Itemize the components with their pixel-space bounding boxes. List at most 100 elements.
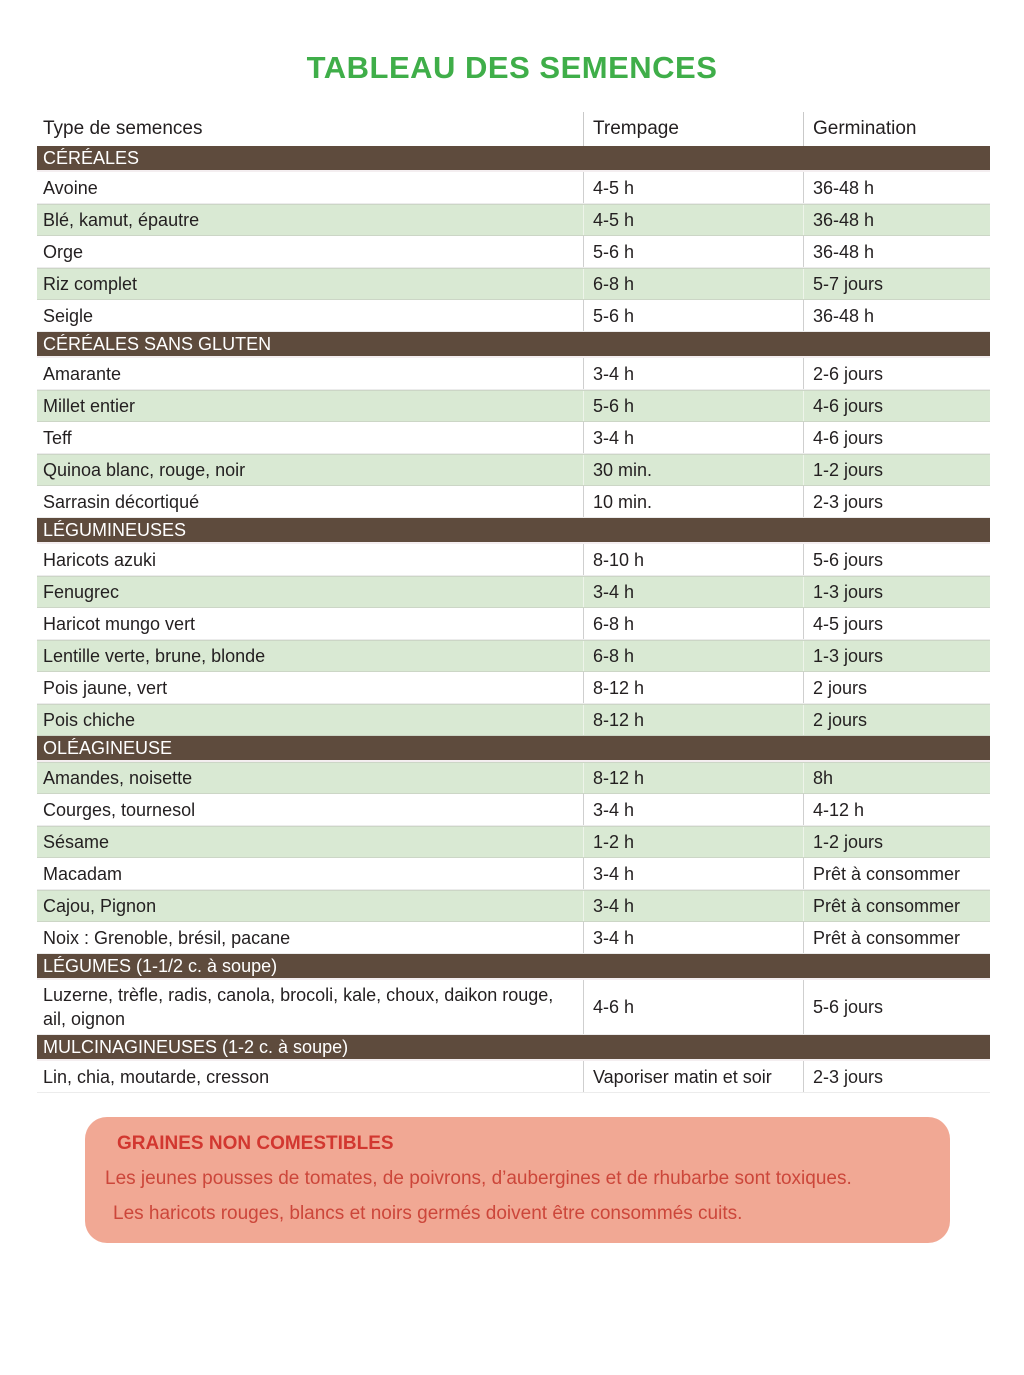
row-seed-type: Luzerne, trèfle, radis, canola, brocoli,…: [43, 985, 554, 1029]
row-soaking-time: 3-4 h: [583, 422, 803, 453]
row-soaking-time: 6-8 h: [583, 269, 803, 299]
table-body: CÉRÉALES Avoine 4-5 h 36-48 h Blé, kamut, ép…: [37, 146, 990, 1093]
warning-box: GRAINES NON COMESTIBLES Les jeunes pouss…: [85, 1117, 950, 1243]
row-seed-type: Cajou, Pignon: [43, 896, 157, 916]
table-row: Luzerne, trèfle, radis, canola, brocoli,…: [37, 980, 990, 1035]
section-header: CÉRÉALES SANS GLUTEN: [37, 332, 990, 358]
row-seed-type: Quinoa blanc, rouge, noir: [43, 460, 246, 480]
table-row: Millet entier 5-6 h 4-6 jours: [37, 390, 990, 422]
row-germination-time: 5-7 jours: [803, 269, 990, 299]
row-soaking-time: 1-2 h: [583, 827, 803, 857]
table-row: Cajou, Pignon 3-4 h Prêt à consommer: [37, 890, 990, 922]
page: TABLEAU DES SEMENCES Type de semences Tr…: [0, 50, 1024, 1375]
row-seed-type: Seigle: [43, 305, 94, 326]
row-seed-type: Blé, kamut, épautre: [43, 210, 200, 230]
row-seed-type: Millet entier: [43, 396, 136, 416]
section-header: OLÉAGINEUSE: [37, 736, 990, 762]
row-germination-time: 2 jours: [803, 672, 990, 703]
row-germination-time: 4-6 jours: [803, 422, 990, 453]
row-germination-time: 5-6 jours: [803, 980, 990, 1034]
table-row: Sésame 1-2 h 1-2 jours: [37, 826, 990, 858]
warning-title: GRAINES NON COMESTIBLES: [117, 1133, 394, 1154]
row-soaking-time: 8-10 h: [583, 544, 803, 575]
row-seed-type: Amandes, noisette: [43, 768, 193, 788]
row-seed-type: Sésame: [43, 832, 110, 852]
row-soaking-time: 8-12 h: [583, 705, 803, 735]
row-seed-type: Haricot mungo vert: [43, 613, 196, 634]
row-soaking-time: 4-5 h: [583, 205, 803, 235]
row-seed-type: Courges, tournesol: [43, 799, 196, 820]
section-header: CÉRÉALES: [37, 146, 990, 172]
row-germination-time: Prêt à consommer: [803, 858, 990, 889]
row-seed-type: Teff: [43, 427, 72, 448]
row-soaking-time: 3-4 h: [583, 858, 803, 889]
row-germination-time: 36-48 h: [803, 172, 990, 203]
column-header-germination: Germination: [803, 112, 990, 146]
row-germination-time: 1-3 jours: [803, 641, 990, 671]
table-row: Sarrasin décortiqué 10 min. 2-3 jours: [37, 486, 990, 518]
row-seed-type: Lin, chia, moutarde, cresson: [43, 1066, 270, 1087]
warning-line-2: Les haricots rouges, blancs et noirs ger…: [113, 1203, 743, 1224]
row-soaking-time: Vaporiser matin et soir: [583, 1061, 803, 1092]
page-title: TABLEAU DES SEMENCES: [306, 50, 718, 85]
row-soaking-time: 4-6 h: [583, 980, 803, 1034]
row-germination-time: Prêt à consommer: [803, 922, 990, 953]
row-seed-type: Riz complet: [43, 274, 138, 294]
table-row: Amarante 3-4 h 2-6 jours: [37, 358, 990, 390]
row-seed-type: Avoine: [43, 177, 98, 198]
section-header: LÉGUMES (1-1/2 c. à soupe): [37, 954, 990, 980]
row-germination-time: 2 jours: [803, 705, 990, 735]
table-row: Macadam 3-4 h Prêt à consommer: [37, 858, 990, 890]
row-germination-time: 36-48 h: [803, 300, 990, 331]
row-seed-type: Pois chiche: [43, 710, 136, 730]
row-soaking-time: 3-4 h: [583, 922, 803, 953]
table-row: Quinoa blanc, rouge, noir 30 min. 1-2 jour…: [37, 454, 990, 486]
table-row: Lin, chia, moutarde, cresson Vaporiser ma…: [37, 1061, 990, 1093]
warning-line-1: Les jeunes pousses de tomates, de poivro…: [105, 1168, 852, 1189]
row-seed-type: Lentille verte, brune, blonde: [43, 646, 266, 666]
row-soaking-time: 5-6 h: [583, 391, 803, 421]
row-soaking-time: 5-6 h: [583, 236, 803, 267]
row-germination-time: 1-3 jours: [803, 577, 990, 607]
table-header-row: Type de semences Trempage Germination: [37, 112, 990, 146]
row-soaking-time: 8-12 h: [583, 672, 803, 703]
row-germination-time: 4-12 h: [803, 794, 990, 825]
table-row: Courges, tournesol 3-4 h 4-12 h: [37, 794, 990, 826]
table-row: Teff 3-4 h 4-6 jours: [37, 422, 990, 454]
table-row: Noix : Grenoble, brésil, pacane 3-4 h Prêt…: [37, 922, 990, 954]
seed-table: Type de semences Trempage Germination CÉ…: [37, 112, 990, 1093]
section-header: MULCINAGINEUSES (1-2 c. à soupe): [37, 1035, 990, 1061]
row-soaking-time: 3-4 h: [583, 577, 803, 607]
row-soaking-time: 6-8 h: [583, 608, 803, 639]
table-row: Haricots azuki 8-10 h 5-6 jours: [37, 544, 990, 576]
row-soaking-time: 3-4 h: [583, 891, 803, 921]
section-header: LÉGUMINEUSES: [37, 518, 990, 544]
row-seed-type: Pois jaune, vert: [43, 677, 168, 698]
row-germination-time: 36-48 h: [803, 236, 990, 267]
row-seed-type: Amarante: [43, 363, 122, 384]
column-header-type: Type de semences: [43, 118, 203, 139]
row-soaking-time: 30 min.: [583, 455, 803, 485]
table-row: Blé, kamut, épautre 4-5 h 36-48 h: [37, 204, 990, 236]
row-germination-time: 2-3 jours: [803, 486, 990, 517]
row-soaking-time: 5-6 h: [583, 300, 803, 331]
row-germination-time: 4-6 jours: [803, 391, 990, 421]
table-row: Orge 5-6 h 36-48 h: [37, 236, 990, 268]
row-germination-time: 2-6 jours: [803, 358, 990, 389]
table-row: Amandes, noisette 8-12 h 8h: [37, 762, 990, 794]
row-seed-type: Noix : Grenoble, brésil, pacane: [43, 927, 291, 948]
row-seed-type: Orge: [43, 241, 84, 262]
row-soaking-time: 6-8 h: [583, 641, 803, 671]
row-soaking-time: 3-4 h: [583, 358, 803, 389]
row-soaking-time: 3-4 h: [583, 794, 803, 825]
row-seed-type: Haricots azuki: [43, 549, 157, 570]
table-row: Lentille verte, brune, blonde 6-8 h 1-3 jo…: [37, 640, 990, 672]
row-seed-type: Macadam: [43, 863, 123, 884]
row-germination-time: 1-2 jours: [803, 455, 990, 485]
row-germination-time: 2-3 jours: [803, 1061, 990, 1092]
row-germination-time: 36-48 h: [803, 205, 990, 235]
row-germination-time: 8h: [803, 763, 990, 793]
column-header-trempage: Trempage: [583, 112, 803, 146]
